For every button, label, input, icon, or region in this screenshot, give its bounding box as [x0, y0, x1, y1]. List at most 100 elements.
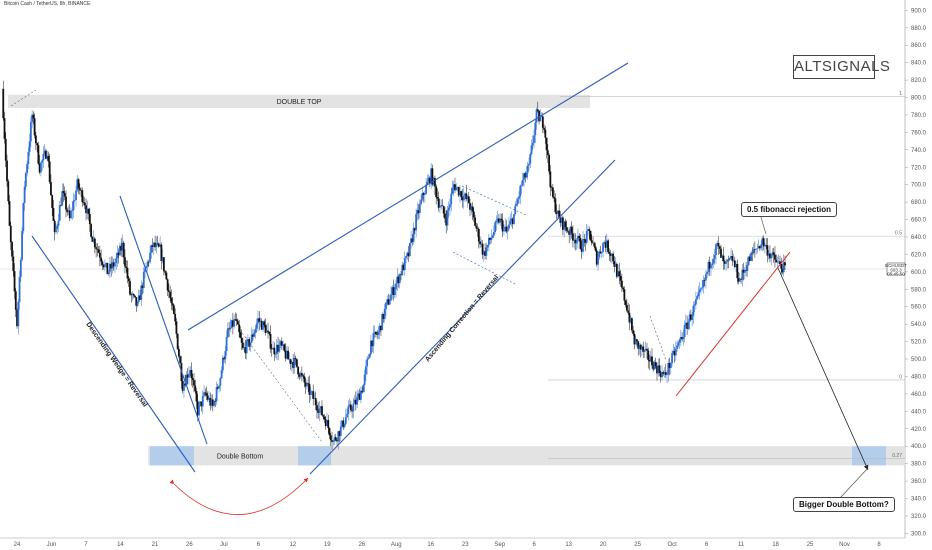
candle-body	[48, 161, 51, 183]
brand-logo: ALTSIGNALS	[793, 55, 890, 79]
candle-body	[460, 191, 463, 198]
candle-body	[11, 242, 13, 257]
candle-body	[339, 426, 342, 437]
candle-body	[627, 310, 630, 313]
candle-body	[270, 348, 273, 350]
wedge-lower-line	[31, 235, 196, 473]
candle-body	[134, 295, 136, 298]
candle-body	[661, 372, 663, 378]
candle-body	[693, 304, 696, 306]
y-tick-label: 520.0	[911, 340, 927, 346]
candle-body	[353, 399, 356, 404]
candle-body	[569, 226, 572, 235]
candle-body	[619, 275, 622, 281]
candle-body	[422, 193, 425, 195]
top-dashed-line	[10, 89, 37, 107]
candle-body	[647, 350, 650, 360]
bigger-double-bottom-callout: Bigger Double Bottom?	[793, 497, 895, 512]
candle-body	[17, 301, 20, 327]
candle-body	[600, 251, 603, 254]
candle-body	[162, 257, 165, 272]
candle-body	[485, 247, 488, 256]
candle-body	[757, 246, 760, 249]
fib-rejection-callout: 0.5 fibonacci rejection	[741, 202, 838, 217]
candle-body	[146, 261, 149, 267]
candle-body	[112, 262, 115, 267]
candle-body	[523, 173, 525, 181]
candle-body	[196, 401, 199, 416]
candle-body	[62, 191, 65, 194]
candle-body	[88, 213, 91, 225]
candle-body	[106, 262, 109, 275]
candle-body	[681, 336, 684, 340]
candle-body	[83, 202, 86, 206]
candle-body	[171, 303, 174, 306]
candle-body	[735, 264, 737, 267]
candle-body	[692, 305, 695, 317]
candle-body	[598, 251, 601, 258]
candle-body	[115, 258, 118, 264]
candle-body	[782, 262, 785, 273]
candle-body	[397, 276, 400, 284]
candle-body	[254, 328, 257, 333]
candle-body	[130, 294, 133, 296]
candle-body	[189, 369, 192, 374]
candle-body	[533, 135, 535, 143]
candle-body	[175, 321, 178, 334]
candle-body	[736, 264, 739, 279]
candle-body	[553, 196, 556, 199]
candle-body	[151, 245, 154, 247]
candle-body	[623, 289, 626, 301]
candle-body	[510, 218, 513, 221]
candle-body	[551, 187, 554, 197]
candle-body	[574, 239, 577, 244]
candle-body	[618, 271, 621, 276]
y-tick-label: 780.0	[911, 113, 927, 119]
candle-body	[450, 193, 453, 205]
candle-body	[484, 251, 487, 256]
candle-body	[33, 118, 36, 136]
candle-body	[612, 253, 614, 262]
candle-body	[697, 292, 700, 297]
candle-body	[747, 256, 750, 266]
candle-body	[377, 331, 380, 335]
candle-body	[459, 191, 461, 196]
candle-body	[531, 142, 534, 146]
candle-body	[467, 196, 470, 204]
double-bottom-curve-arrow	[169, 477, 309, 515]
candle-body	[421, 193, 424, 200]
candle-body	[293, 357, 296, 368]
candle-body	[174, 313, 177, 322]
candle-body	[378, 325, 381, 332]
candle-body	[508, 224, 510, 229]
target-highlight	[852, 446, 886, 466]
candle-body	[279, 341, 282, 346]
candle-body	[721, 255, 724, 258]
candle-body	[751, 252, 754, 254]
candle-body	[371, 340, 374, 347]
candle-body	[752, 249, 755, 254]
candle-body	[357, 393, 360, 397]
candle-body	[489, 237, 492, 240]
candle-body	[372, 332, 375, 347]
candle-body	[142, 272, 145, 289]
candle-body	[32, 114, 35, 119]
candle-body	[137, 295, 140, 302]
candle-body	[333, 437, 336, 442]
candle-body	[472, 211, 475, 218]
candle-body	[229, 327, 232, 330]
candle-body	[167, 290, 170, 292]
candle-body	[667, 363, 670, 375]
candle-body	[588, 229, 591, 231]
candle-body	[380, 325, 382, 331]
candle-body	[731, 256, 734, 261]
candle-body	[563, 221, 566, 230]
candle-body	[771, 252, 774, 256]
projection-arrow	[777, 267, 869, 471]
candle-body	[733, 260, 736, 267]
candle-body	[755, 248, 758, 250]
candle-body	[289, 359, 292, 365]
candle-body	[149, 252, 151, 262]
y-tick-label: 840.0	[911, 61, 927, 67]
candle-body	[255, 323, 258, 329]
